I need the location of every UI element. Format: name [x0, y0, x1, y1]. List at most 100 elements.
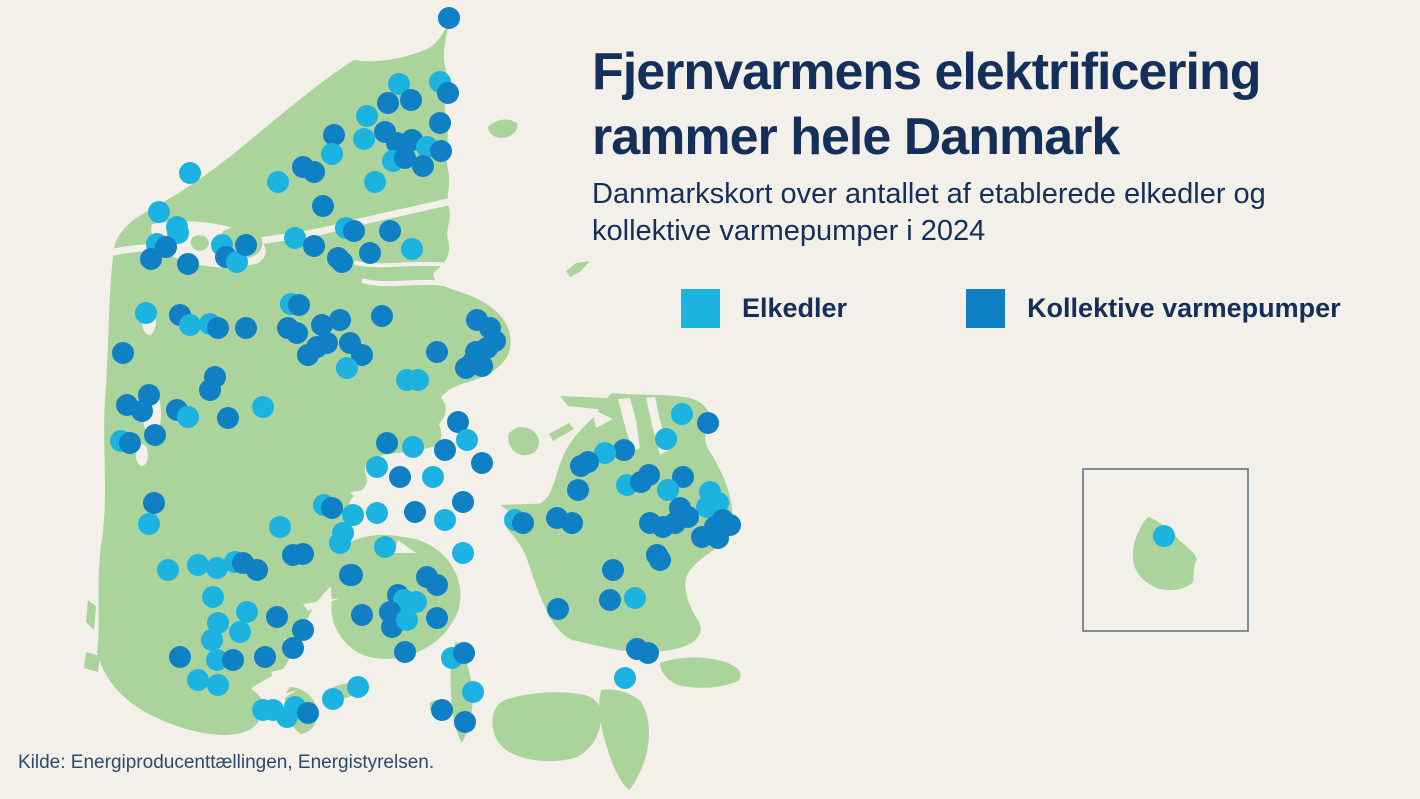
map-dot-varmepumpe [303, 235, 325, 257]
elkedler-swatch-icon [681, 288, 720, 328]
map-dot-elkedler [364, 171, 386, 193]
map-dot-elkedler [177, 406, 199, 428]
map-dot-elkedler [657, 479, 679, 501]
map-dot-elkedler [336, 357, 358, 379]
map-dot-varmepumpe [286, 322, 308, 344]
map-dot-varmepumpe [447, 411, 469, 433]
map-dot-varmepumpe [222, 649, 244, 671]
map-dot-varmepumpe [438, 7, 460, 29]
map-dot-varmepumpe [371, 305, 393, 327]
laesoe-shape [488, 119, 518, 138]
map-dot-varmepumpe [379, 220, 401, 242]
map-dot-elkedler [696, 496, 718, 518]
map-dot-varmepumpe [430, 140, 452, 162]
map-dot-varmepumpe [377, 92, 399, 114]
map-dot-varmepumpe [672, 466, 694, 488]
map-dot-elkedler [401, 238, 423, 260]
map-dot-elkedler [347, 676, 369, 698]
isefjord [618, 398, 640, 451]
map-dot-varmepumpe [431, 699, 453, 721]
page-title-line2: rammer hele Danmark [592, 108, 1120, 166]
map-dot-varmepumpe [697, 412, 719, 434]
fanoe-shape [86, 600, 96, 630]
map-dot-elkedler [356, 105, 378, 127]
page-subtitle: Danmarkskort over antallet af etablerede… [592, 176, 1392, 250]
map-dot-varmepumpe [567, 479, 589, 501]
map-dot-elkedler [422, 466, 444, 488]
map-dot-elkedler [179, 162, 201, 184]
map-dot-varmepumpe [454, 711, 476, 733]
map-dot-varmepumpe [323, 124, 345, 146]
legend-label-varmepumper: Kollektive varmepumper [1027, 292, 1341, 323]
map-dot-varmepumpe [155, 236, 177, 258]
kolding-fjord [303, 598, 340, 611]
map-dot-elkedler [366, 456, 388, 478]
map-dot-varmepumpe [394, 147, 416, 169]
map-dot-varmepumpe [426, 607, 448, 629]
map-dot-elkedler [187, 669, 209, 691]
map-dot-elkedler [594, 442, 616, 464]
map-dot-elkedler [329, 532, 351, 554]
map-dot-varmepumpe [292, 619, 314, 641]
map-dot-elkedler [366, 502, 388, 524]
map-dot-varmepumpe [452, 491, 474, 513]
map-dot-elkedler [434, 509, 456, 531]
inset-frame [1082, 468, 1249, 632]
legend-item-elkedler: Elkedler [681, 288, 848, 328]
map-dot-elkedler [252, 396, 274, 418]
map-dot-elkedler [206, 557, 228, 579]
map-dot-varmepumpe [316, 332, 338, 354]
map-dot-varmepumpe [112, 342, 134, 364]
map-dot-varmepumpe [207, 317, 229, 339]
map-dot-varmepumpe [484, 330, 506, 352]
map-dot-varmepumpe [292, 543, 314, 565]
map-dot-elkedler [201, 629, 223, 651]
map-dot-elkedler [202, 586, 224, 608]
odense-fjord [394, 540, 416, 553]
samsoe-shape [508, 427, 540, 456]
sjaellands-odde-shape [560, 396, 606, 410]
map-dot-elkedler [226, 251, 248, 273]
map-dot-varmepumpe [288, 294, 310, 316]
legend-label-elkedler: Elkedler [742, 292, 848, 323]
map-dot-elkedler [229, 621, 251, 643]
map-dot-varmepumpe [321, 497, 343, 519]
map-dot-varmepumpe [638, 464, 660, 486]
map-dot-elkedler [179, 314, 201, 336]
mariager-fjord [354, 261, 452, 268]
map-dot-elkedler [396, 609, 418, 631]
aabenraa-fjord [271, 664, 302, 681]
map-dot-varmepumpe [359, 242, 381, 264]
map-dot-varmepumpe [426, 574, 448, 596]
map-dot-elkedler [456, 429, 478, 451]
varmepumper-swatch-icon [966, 288, 1006, 328]
map-dot-elkedler [148, 201, 170, 223]
map-dot-varmepumpe [199, 379, 221, 401]
map-dot-varmepumpe [297, 702, 319, 724]
map-dot-varmepumpe [119, 432, 141, 454]
thyholm-shape [190, 235, 209, 251]
page-subtitle-line1: Danmarkskort over antallet af etablerede… [592, 178, 1266, 210]
map-dot-elkedler [135, 302, 157, 324]
map-dot-varmepumpe [169, 646, 191, 668]
legend-item-varmepumper: Kollektive varmepumper [966, 288, 1341, 328]
map-dot-varmepumpe [177, 253, 199, 275]
map-dot-varmepumpe [471, 355, 493, 377]
map-dot-elkedler [614, 667, 636, 689]
page-title: Fjernvarmens elektrificering rammer hele… [592, 40, 1382, 170]
map-dot-elkedler [206, 649, 228, 671]
map-dot-elkedler [671, 403, 693, 425]
map-dot-varmepumpe [235, 234, 257, 256]
page-title-line1: Fjernvarmens elektrificering [592, 43, 1262, 101]
map-dot-varmepumpe [455, 357, 477, 379]
map-dot-varmepumpe [434, 439, 456, 461]
map-dot-varmepumpe [561, 512, 583, 534]
map-dot-varmepumpe [143, 492, 165, 514]
anholt-shape [566, 261, 590, 277]
map-dot-elkedler [322, 688, 344, 710]
map-dot-elkedler [655, 428, 677, 450]
bornholm-inset [1082, 468, 1249, 632]
bornholm-shape [1132, 517, 1197, 591]
map-dot-elkedler [207, 674, 229, 696]
